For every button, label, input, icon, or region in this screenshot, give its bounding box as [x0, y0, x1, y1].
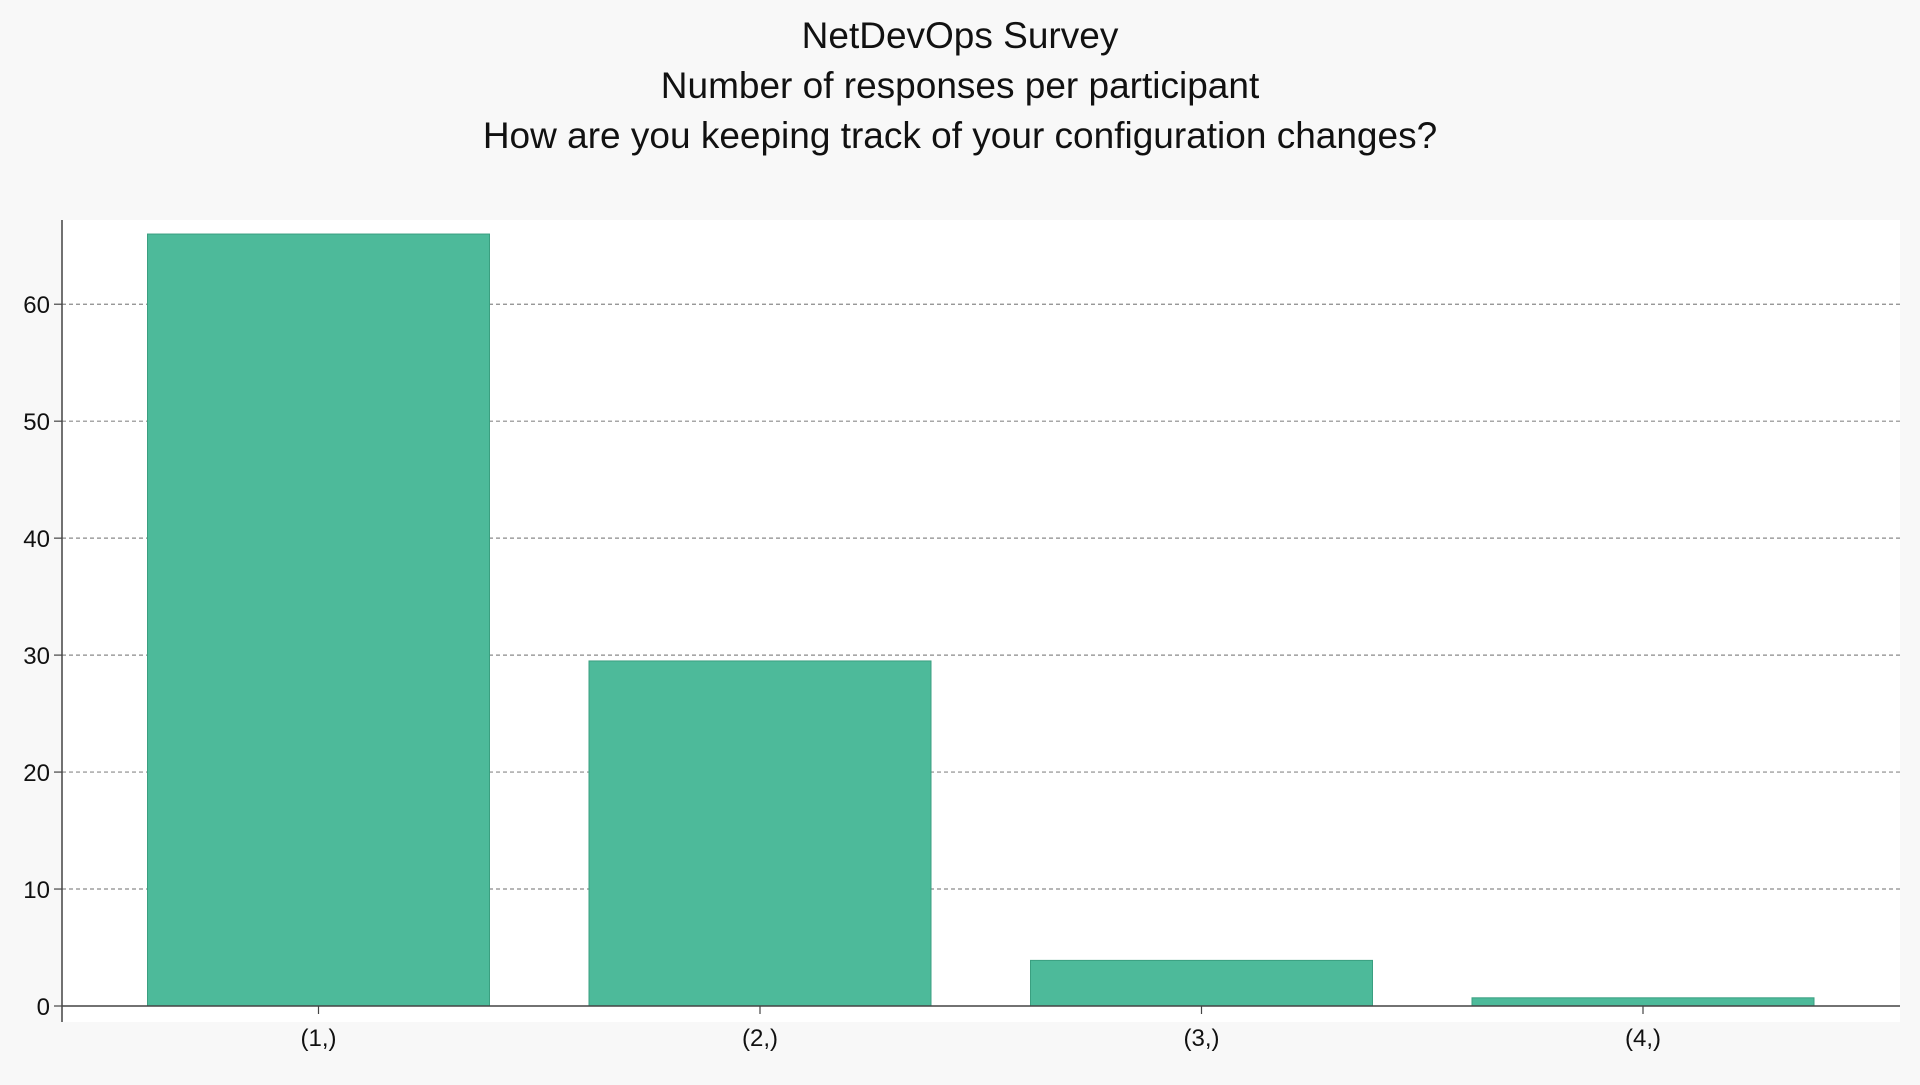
chart-title-line-1: NetDevOps Survey — [802, 15, 1119, 56]
y-tick-label: 0 — [37, 994, 50, 1021]
y-axis-ticks: 0 10 20 30 40 50 60 — [23, 292, 62, 1021]
bar — [1471, 997, 1815, 1007]
y-tick-label: 60 — [23, 292, 50, 319]
y-tick-label: 10 — [23, 877, 50, 904]
bar — [147, 233, 490, 1007]
bar — [588, 660, 932, 1007]
gridlines — [62, 303, 1900, 890]
x-tick-label: (4,) — [1625, 1025, 1661, 1052]
x-tick-label: (3,) — [1184, 1025, 1220, 1052]
y-tick-label: 40 — [23, 526, 50, 553]
axes — [61, 220, 1900, 1022]
y-tick-label: 20 — [23, 760, 50, 787]
chart-title-line-2: Number of responses per participant — [661, 65, 1260, 106]
y-tick-label: 30 — [23, 643, 50, 670]
x-tick-label: (2,) — [742, 1025, 778, 1052]
bar — [1030, 959, 1373, 1007]
chart-title: NetDevOps Survey Number of responses per… — [483, 15, 1437, 156]
y-tick-label: 50 — [23, 409, 50, 436]
x-tick-label: (1,) — [301, 1025, 337, 1052]
chart-title-line-3: How are you keeping track of your config… — [483, 115, 1437, 156]
bars — [147, 233, 1815, 1007]
x-axis-ticks: (1,) (2,) (3,) (4,) — [301, 1006, 1661, 1052]
